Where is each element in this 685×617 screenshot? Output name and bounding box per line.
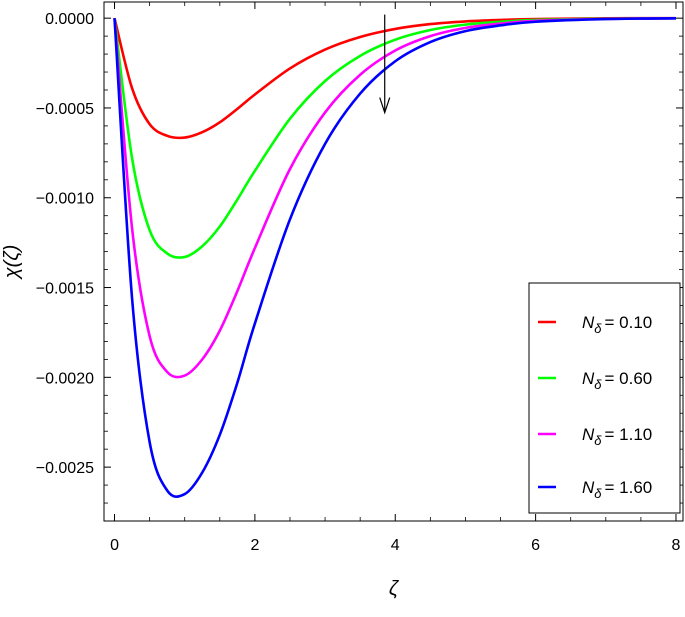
legend-value: = 1.60 [605,478,653,497]
series-line-4 [113,17,676,498]
x-tick-label: 0 [110,537,119,554]
y-tick-label: −0.0005 [36,101,94,118]
x-tick-label: 4 [391,537,400,554]
y-axis-title: χ(ζ) [1,245,23,281]
series-line-1 [113,16,676,140]
y-tick-label: −0.0025 [36,460,94,477]
annotation-layer [379,14,391,115]
x-tick-label: 2 [250,537,259,554]
legend-label-2: Nδ = 0.60 [582,369,652,392]
y-tick-label: −0.0015 [36,281,94,298]
series-line-2 [113,17,676,259]
legend-subscript: δ [594,377,602,392]
x-tick-label: 6 [531,537,540,554]
annotation-arrow-head [379,97,391,115]
x-axis-ticks: 0 2 4 6 8 [110,2,681,554]
legend-subscript: δ [594,321,602,336]
legend-symbol: N [582,425,595,444]
y-tick-label: −0.0010 [36,191,94,208]
x-axis-title: ζ [389,578,400,600]
legend-subscript: δ [594,486,602,501]
legend-symbol: N [582,313,595,332]
legend-label-1: Nδ = 0.10 [582,313,652,336]
y-tick-label: 0.0000 [45,11,94,28]
series-line-3 [113,17,676,379]
legend-symbol: N [582,478,595,497]
series-layer [113,16,676,498]
x-tick-label: 8 [672,537,681,554]
legend-value: = 0.10 [605,313,653,332]
plot-frame [103,1,684,522]
legend-symbol: N [582,369,595,388]
y-axis-ticks: 0.0000 −0.0005 −0.0010 −0.0015 −0.0020 −0.002… [36,11,683,522]
legend-label-3: Nδ = 1.10 [582,425,652,448]
legend-subscript: δ [594,433,602,448]
y-tick-label: −0.0020 [36,370,94,387]
legend-value: = 0.60 [605,369,653,388]
legend-label-4: Nδ = 1.60 [582,478,652,501]
legend-value: = 1.10 [605,425,653,444]
